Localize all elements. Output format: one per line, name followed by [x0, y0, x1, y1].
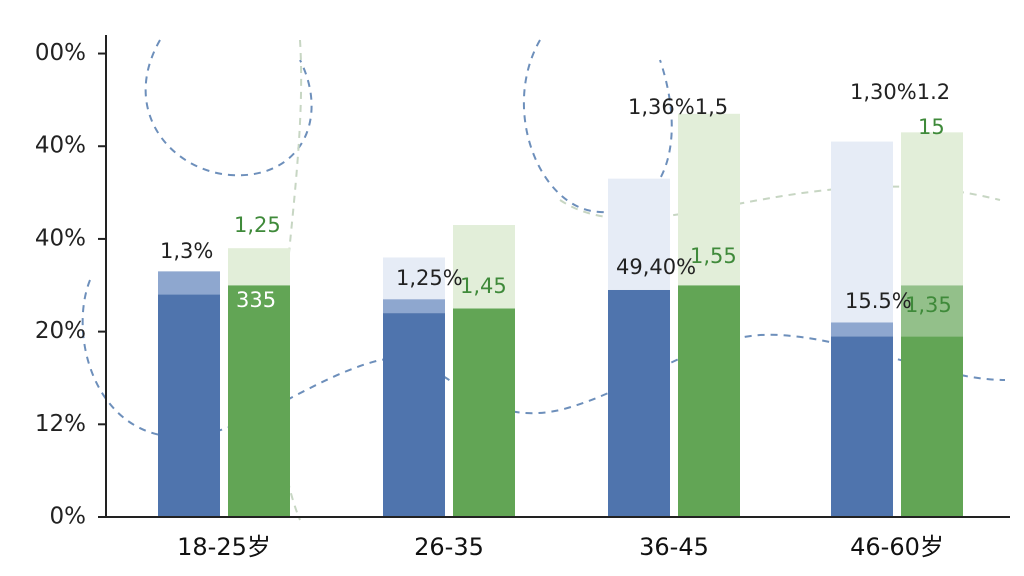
bar-segment [383, 313, 445, 517]
dashed-curve [144, 39, 313, 177]
bar-segment [901, 285, 963, 337]
y-tick-label: 20% [35, 318, 86, 344]
y-tick-label: 0% [50, 504, 87, 530]
bar-segment [678, 113, 740, 286]
dashed-curve [523, 39, 673, 214]
bar-segment [831, 141, 893, 323]
bar-segment [678, 285, 740, 517]
bar-segment [453, 308, 515, 517]
x-tick-label: 26-35 [414, 533, 484, 561]
bar-segment [383, 299, 445, 314]
bar-segment [228, 285, 290, 517]
annotation: 1,25% [396, 266, 463, 290]
x-tick-label: 46-60岁 [850, 533, 944, 561]
annotation: 1,25 [234, 213, 281, 237]
x-tick-label: 18-25岁 [177, 533, 271, 561]
y-tick-label: 40% [35, 225, 86, 251]
bar-segment [831, 336, 893, 517]
bar-segment [901, 132, 963, 286]
bar-segment [158, 294, 220, 517]
x-tick-label: 36-45 [639, 533, 709, 561]
bar-segment [608, 178, 670, 290]
annotation: 15.5% [845, 289, 912, 313]
bar-segment [383, 257, 445, 300]
annotation: 1,45 [460, 274, 507, 298]
bar-segment [901, 336, 963, 517]
annotation: 1,36%1,5 [628, 95, 728, 119]
annotation: 335 [236, 288, 276, 312]
y-tick-label: 12% [35, 411, 86, 437]
dashed-curve [278, 39, 303, 521]
bars [158, 113, 963, 517]
annotation: 49,40% [616, 255, 696, 279]
y-tick-label: 40% [35, 133, 86, 159]
bar-segment [608, 289, 670, 517]
annotation: 1,3% [160, 239, 213, 263]
annotation: 1,30%1.2 [850, 80, 950, 104]
annotation: 1,55 [690, 244, 737, 268]
bar-segment [158, 271, 220, 295]
bar-segment [831, 322, 893, 337]
bar-segment [453, 225, 515, 309]
y-tick-label: 00% [35, 40, 86, 66]
annotation: 15 [918, 115, 945, 139]
bar-segment [228, 248, 290, 286]
annotation: 1,35 [905, 293, 952, 317]
